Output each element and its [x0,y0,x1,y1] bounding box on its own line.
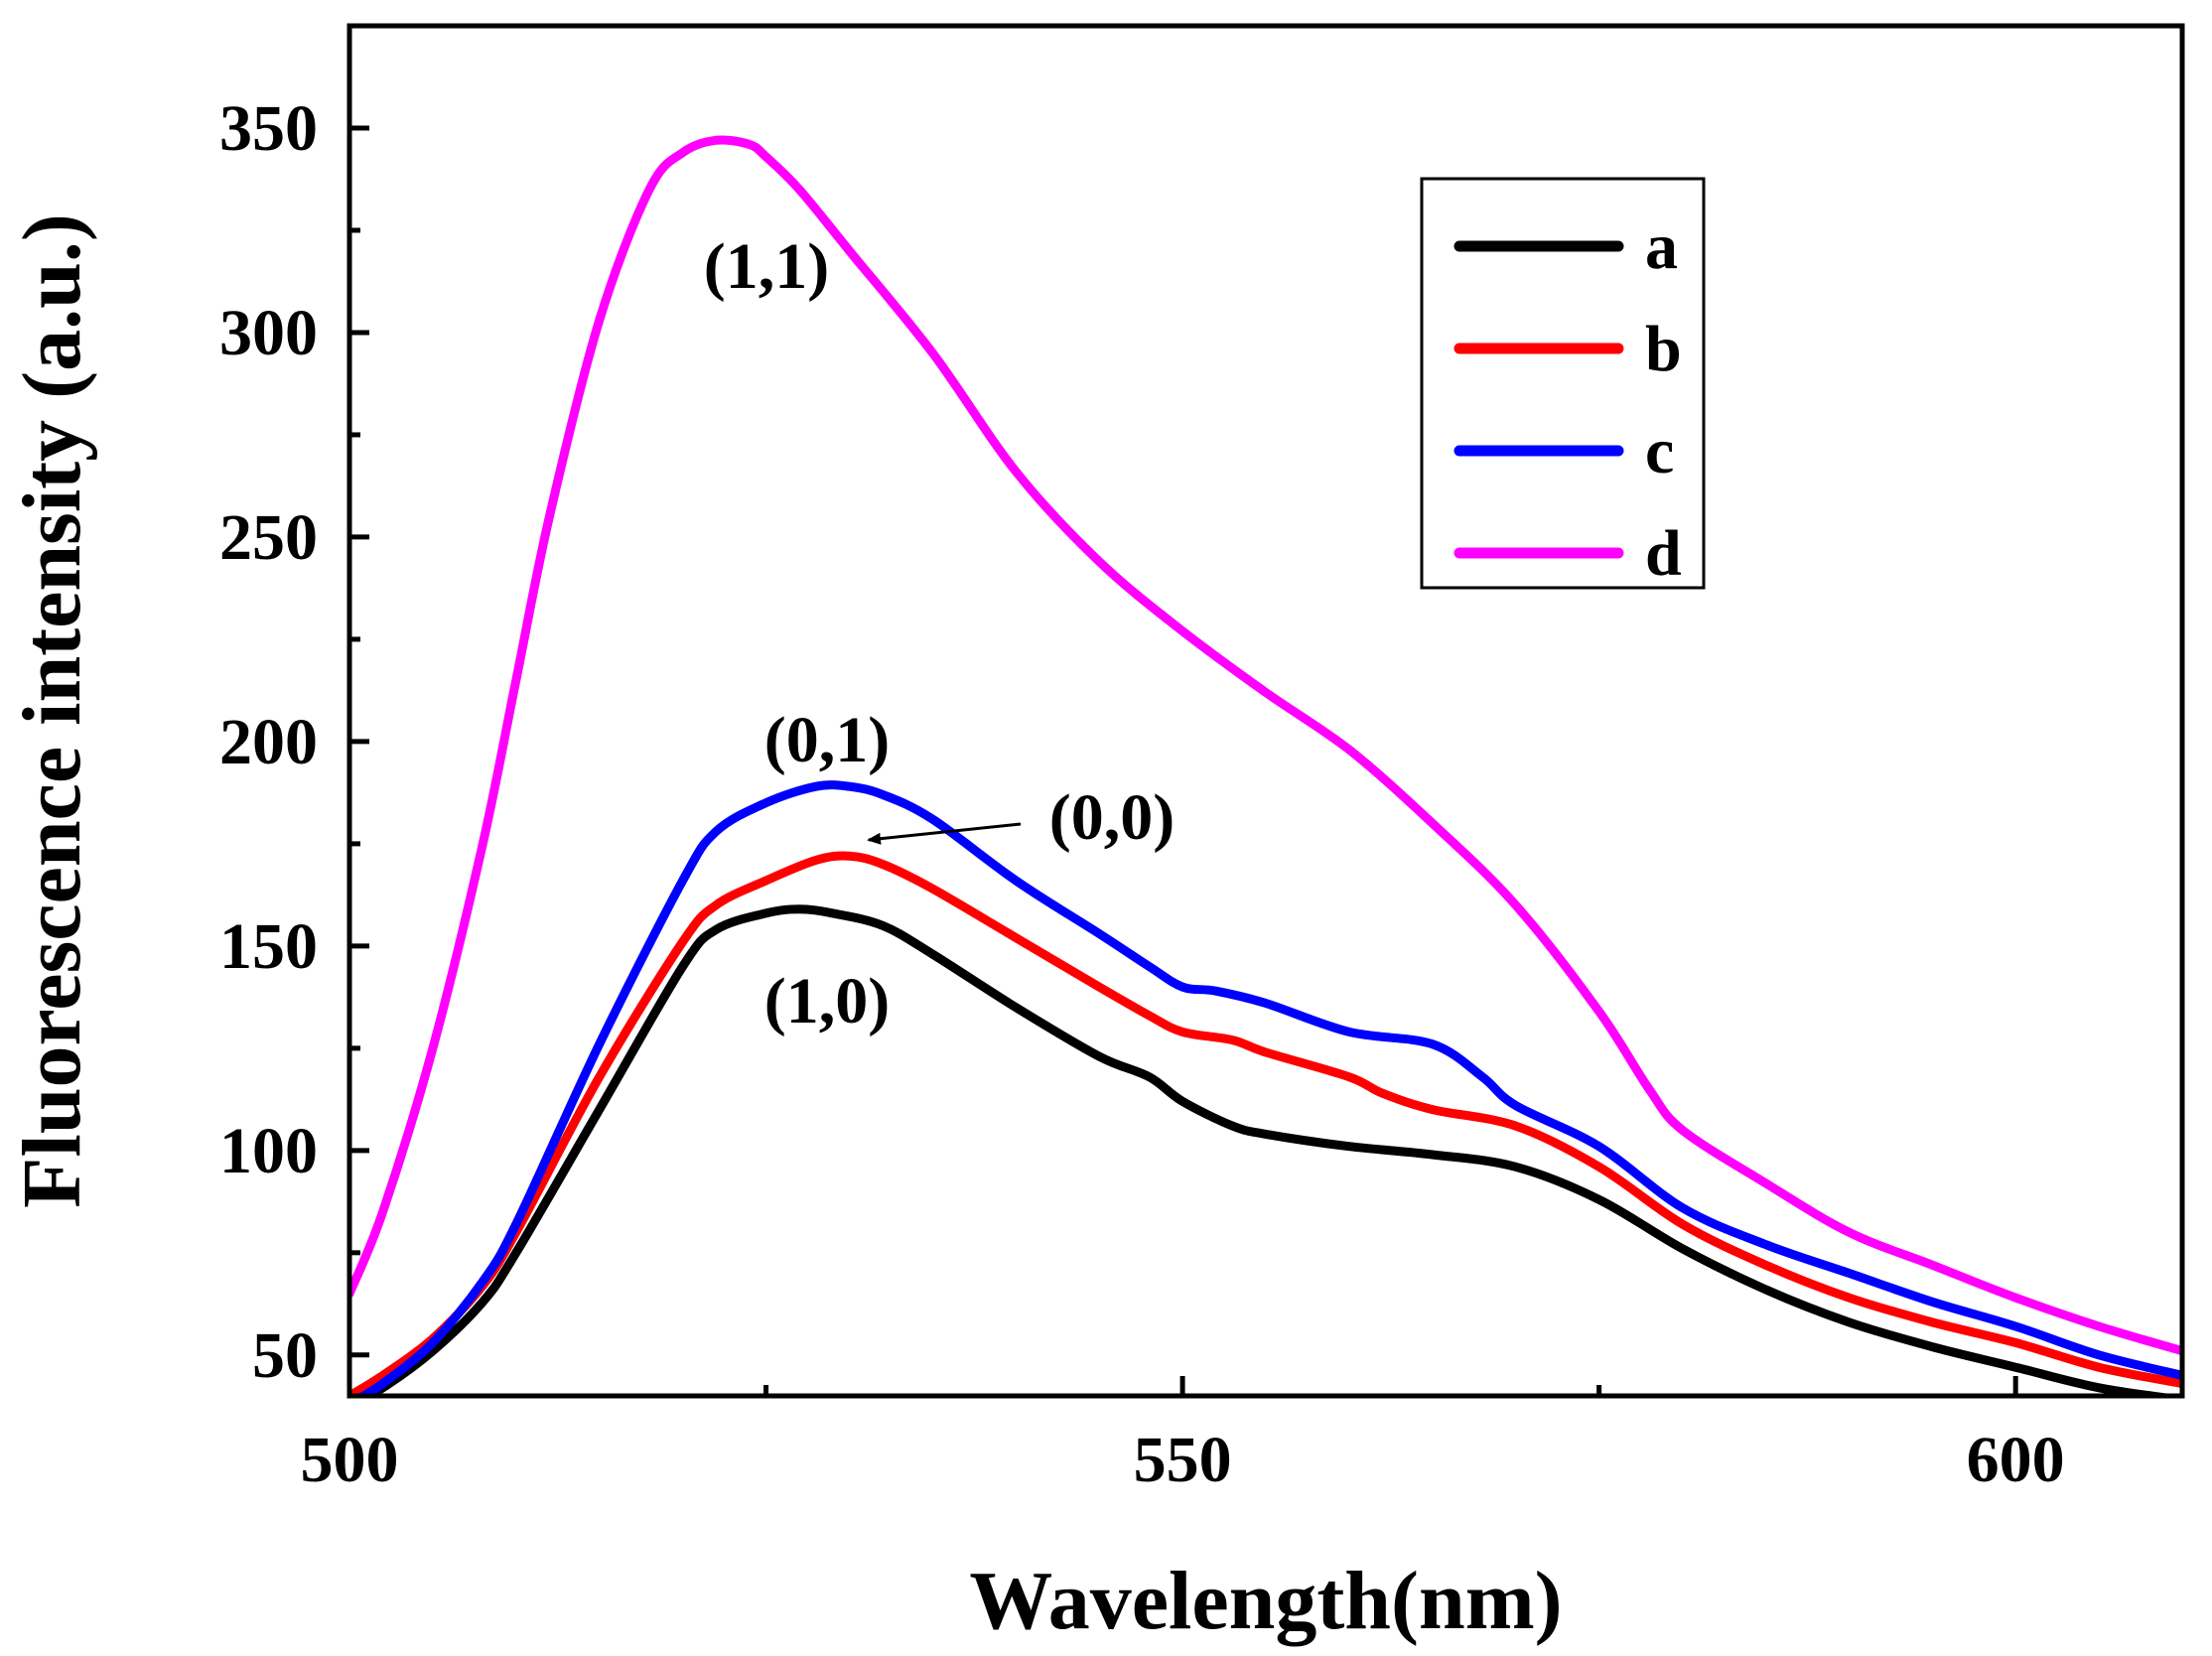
x-axis-title: Wavelength(nm) [969,1555,1562,1647]
legend-label-c: c [1645,415,1674,487]
series-line-c [354,780,2182,1396]
annotation-1-1: (1,1) [704,230,829,303]
tick-labels-layer: 500 550 600 50 100 150 200 250 300 350 [219,92,2065,1496]
series-layer [349,135,2182,1396]
y-tick-label: 250 [219,501,318,574]
legend-label-d: d [1645,517,1682,590]
annotation-0-0: (0,0) [1049,781,1175,854]
x-tick-label: 500 [301,1424,399,1496]
ticks-layer [346,23,2018,1396]
annotation-arrow [867,822,1022,845]
legend-label-a: a [1645,210,1678,283]
series-line-b [349,851,2182,1396]
y-tick-label: 150 [219,910,318,983]
legend-label-b: b [1645,313,1682,385]
x-tick-label: 600 [1967,1424,2065,1496]
y-tick-label: 50 [252,1319,318,1392]
x-tick-label: 550 [1134,1424,1232,1496]
y-tick-label: 200 [219,706,318,778]
annotations: (1,1) (0,1) (0,0) (1,0) [704,230,1175,1037]
plot-frame [346,23,2185,1399]
y-tick-label: 100 [219,1115,318,1187]
annotation-1-0: (1,0) [764,965,890,1037]
annotation-0-1: (0,1) [764,704,890,776]
series-line-a [356,904,2182,1396]
y-tick-label: 300 [219,297,318,369]
y-tick-label: 350 [219,92,318,165]
y-axis-title: Fluorescence intensity (a.u.) [6,213,98,1208]
series-line-d [349,135,2182,1356]
